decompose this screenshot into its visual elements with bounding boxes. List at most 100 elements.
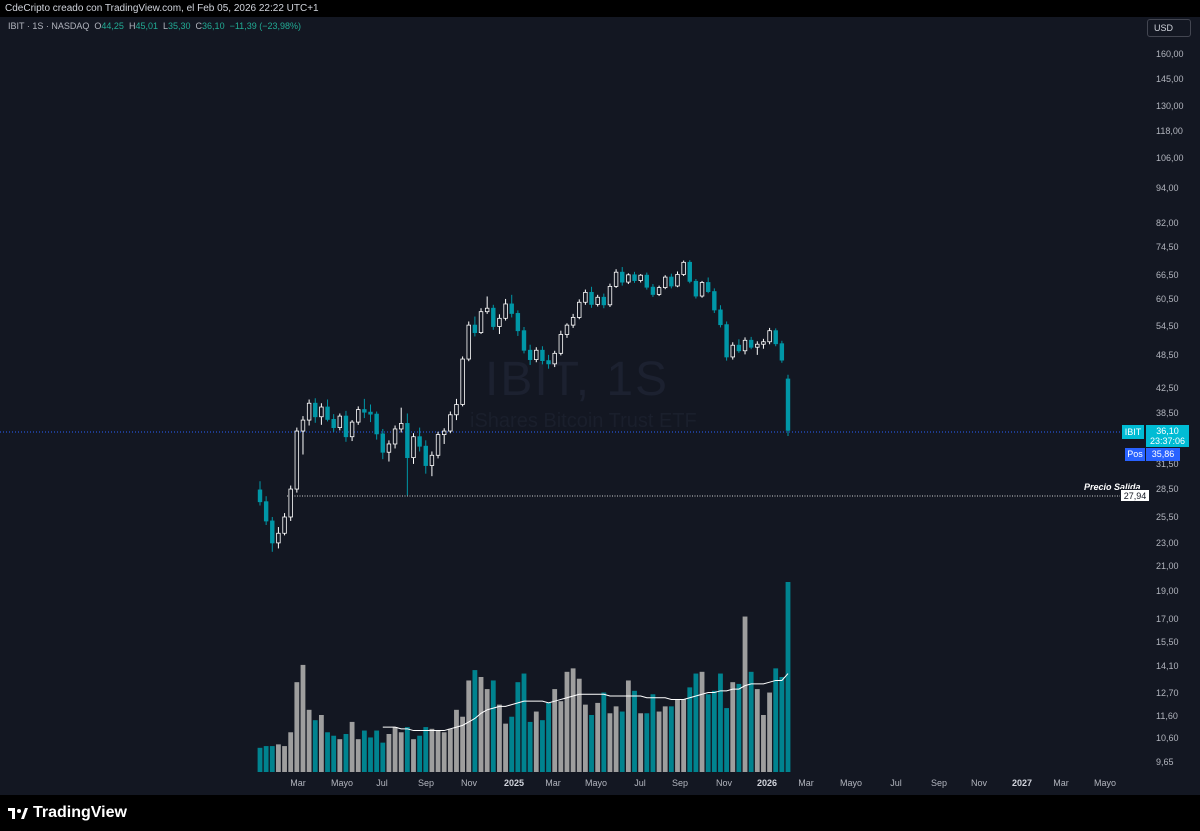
price-axis-label: 74,50 (1156, 241, 1179, 252)
candle-body (368, 411, 373, 415)
candle (681, 260, 686, 276)
candle-body (288, 488, 293, 518)
volume-bar (306, 709, 312, 772)
candle-body (583, 291, 588, 303)
candle-body (607, 285, 613, 306)
candle (349, 420, 355, 442)
candle (515, 310, 521, 336)
candle-body (484, 307, 490, 313)
price-axis-label: 118,00 (1156, 125, 1183, 136)
candle (331, 414, 336, 432)
candle-body (392, 428, 398, 445)
volume-bar (589, 715, 594, 772)
time-axis-label: 2026 (756, 778, 778, 788)
candle-body (362, 409, 367, 413)
price-chart-svg[interactable] (0, 0, 1200, 795)
volume-ma-line (382, 673, 789, 732)
time-axis-label: Mar (1053, 778, 1069, 788)
candle-body (325, 406, 330, 420)
candle-body (386, 443, 392, 453)
candle-body (755, 343, 760, 348)
time-axis-label: Mar (290, 778, 306, 788)
candle-body (300, 419, 306, 432)
volume-bar (521, 673, 527, 772)
candle-body (577, 301, 582, 318)
volume-series (257, 582, 791, 772)
tradingview-logo-text: TradingView (33, 804, 127, 821)
candle (263, 496, 269, 526)
volume-bar (632, 690, 637, 772)
legend-symbol[interactable]: IBIT · 1S · NASDAQ (8, 21, 90, 31)
candle (755, 341, 760, 355)
candle-body (748, 339, 754, 348)
volume-bar (490, 680, 496, 772)
volume-bar (582, 704, 588, 772)
time-axis-label: Mayo (330, 778, 354, 788)
tradingview-logo[interactable]: TradingView (8, 804, 127, 822)
chart-frame[interactable] (0, 17, 1200, 795)
candle (478, 308, 484, 335)
candle (705, 277, 711, 294)
candle (626, 273, 631, 285)
volume-bar (429, 728, 435, 772)
candle (343, 410, 349, 442)
candle (552, 350, 557, 368)
volume-bar (460, 716, 466, 772)
candle-body (595, 296, 600, 305)
candle (583, 289, 588, 305)
price-axis-label: 42,50 (1156, 383, 1179, 394)
time-axis-label: 2027 (1011, 778, 1033, 788)
volume-bar (570, 668, 576, 772)
candle-body (349, 421, 355, 438)
candle (417, 427, 422, 452)
volume-bar (515, 682, 521, 772)
volume-bar (472, 670, 478, 772)
price-axis-label: 82,00 (1156, 217, 1179, 228)
candle (736, 339, 742, 353)
volume-bar (711, 690, 717, 772)
exit-price-tag: 27,94 (1120, 489, 1150, 502)
candle-body (313, 402, 318, 418)
volume-bar (730, 682, 736, 772)
volume-bar (724, 708, 730, 772)
legend-change: −11,39 (−23,98%) (229, 21, 301, 31)
currency-button[interactable]: USD (1147, 19, 1191, 37)
candle (724, 321, 729, 361)
volume-bar (767, 692, 772, 772)
volume-bar (349, 721, 355, 772)
candle (527, 344, 533, 365)
legend-low: 35,30 (168, 21, 191, 31)
candle (742, 337, 748, 355)
candle (773, 328, 778, 347)
candle-body (527, 349, 533, 360)
legend-open: 44,25 (101, 21, 124, 31)
candle (521, 326, 527, 354)
candle-body (509, 303, 514, 314)
candle-body (699, 282, 705, 297)
candle-body (472, 324, 478, 333)
candle-body (515, 313, 521, 332)
candle (282, 513, 287, 536)
volume-bar (675, 699, 680, 772)
candle (380, 428, 385, 460)
price-axis-label: 60,50 (1156, 294, 1179, 305)
candle (558, 330, 564, 356)
volume-bar (595, 702, 601, 772)
candle-body (675, 274, 680, 287)
candle (546, 354, 551, 369)
candle (644, 272, 649, 290)
candle (460, 356, 465, 407)
volume-bar (773, 668, 779, 772)
candle (785, 374, 791, 437)
candle-body (613, 271, 619, 287)
candle-body (681, 261, 686, 275)
candle-body (785, 378, 791, 431)
candle (441, 428, 447, 444)
candle-body (399, 423, 404, 430)
volume-bar (699, 671, 705, 772)
chart-credit: CdeCripto creado con TradingView.com, el… (5, 3, 319, 14)
volume-bar (718, 673, 723, 772)
price-axis-label: 48,50 (1156, 349, 1179, 360)
price-axis-label: 130,00 (1156, 101, 1184, 112)
candle (491, 304, 496, 330)
